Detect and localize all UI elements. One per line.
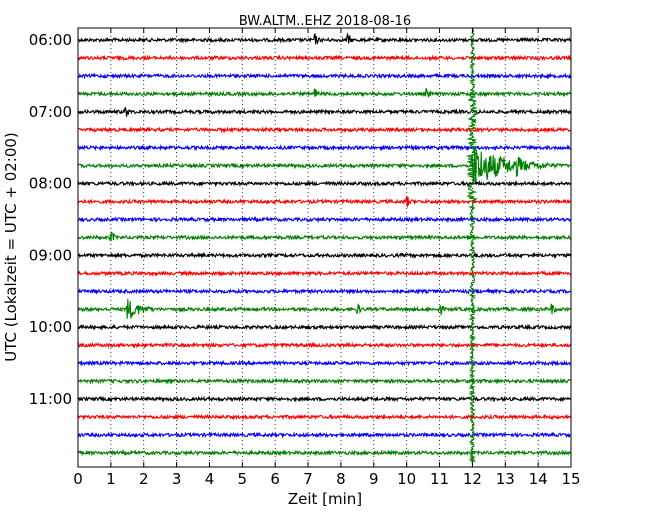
x-tick-label: 7 (303, 470, 313, 488)
y-tick-label: 07:00 (29, 103, 72, 121)
x-tick-label: 3 (172, 470, 182, 488)
event-spike (465, 27, 479, 463)
x-axis-ticks: 0 1 2 3 4 5 6 7 8 9 10 11 12 13 14 15 (73, 28, 581, 488)
x-tick-label: 0 (73, 470, 83, 488)
x-tick-label: 13 (496, 470, 515, 488)
trace-17 (77, 341, 572, 349)
y-tick-label: 09:00 (29, 246, 72, 264)
x-tick-label: 12 (463, 470, 482, 488)
trace-4 (77, 107, 572, 117)
trace-21 (77, 413, 572, 421)
y-tick-label: 06:00 (29, 31, 72, 49)
y-axis-ticks: 06:00 07:00 08:00 09:00 10:00 11:00 (29, 31, 571, 408)
x-tick-label: 9 (369, 470, 379, 488)
trace-10 (77, 215, 572, 224)
x-tick-label: 14 (529, 470, 548, 488)
x-tick-label: 1 (106, 470, 116, 488)
trace-0 (77, 32, 572, 45)
trace-20 (77, 395, 571, 403)
chart-title: BW.ALTM..EHZ 2018-08-16 (239, 14, 411, 29)
trace-5 (77, 126, 571, 134)
x-axis-label: Zeit [min] (288, 490, 362, 508)
x-tick-label: 2 (139, 470, 149, 488)
traces (77, 27, 572, 463)
trace-14 (77, 287, 571, 295)
trace-8 (77, 179, 571, 188)
trace-6 (77, 143, 571, 152)
trace-1 (77, 54, 572, 62)
trace-2 (77, 72, 572, 80)
x-tick-label: 4 (205, 470, 215, 488)
y-tick-label: 08:00 (29, 175, 72, 193)
y-tick-label: 10:00 (29, 318, 72, 336)
trace-18 (77, 359, 571, 367)
trace-12 (78, 251, 572, 260)
x-tick-label: 11 (430, 470, 449, 488)
trace-13 (77, 269, 572, 277)
y-tick-label: 11:00 (29, 390, 72, 408)
x-tick-label: 6 (270, 470, 280, 488)
trace-15 (77, 298, 572, 319)
trace-19 (77, 377, 571, 385)
trace-9 (77, 195, 571, 208)
x-tick-label: 5 (238, 470, 248, 488)
trace-22 (77, 431, 571, 439)
plot-frame (77, 27, 572, 468)
x-tick-label: 15 (561, 470, 580, 488)
x-tick-label: 10 (397, 470, 416, 488)
trace-16 (77, 323, 571, 331)
x-tick-label: 8 (336, 470, 346, 488)
trace-11 (77, 230, 571, 242)
y-axis-label: UTC (Lokalzeit = UTC + 02:00) (2, 132, 20, 362)
trace-23 (77, 449, 571, 457)
trace-3 (77, 88, 571, 98)
trace-7 (77, 148, 572, 182)
